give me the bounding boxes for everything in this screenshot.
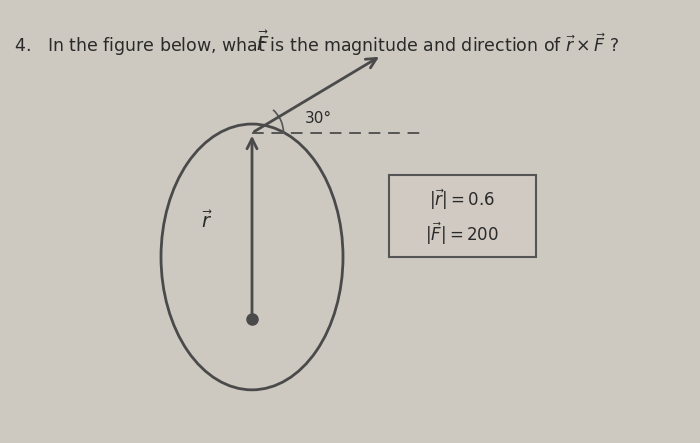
Text: 30°: 30°: [304, 111, 332, 126]
Bar: [389, 175, 536, 257]
Text: $|\vec{F}| = 200$: $|\vec{F}| = 200$: [425, 221, 499, 247]
Text: $\vec{r}$: $\vec{r}$: [201, 211, 212, 232]
Text: $|\vec{r}| = 0.6$: $|\vec{r}| = 0.6$: [429, 187, 495, 212]
Text: 4.   In the figure below, what is the magnitude and direction of $\vec{r} \times: 4. In the figure below, what is the magn…: [14, 31, 620, 58]
Text: $\vec{F}$: $\vec{F}$: [256, 31, 270, 55]
